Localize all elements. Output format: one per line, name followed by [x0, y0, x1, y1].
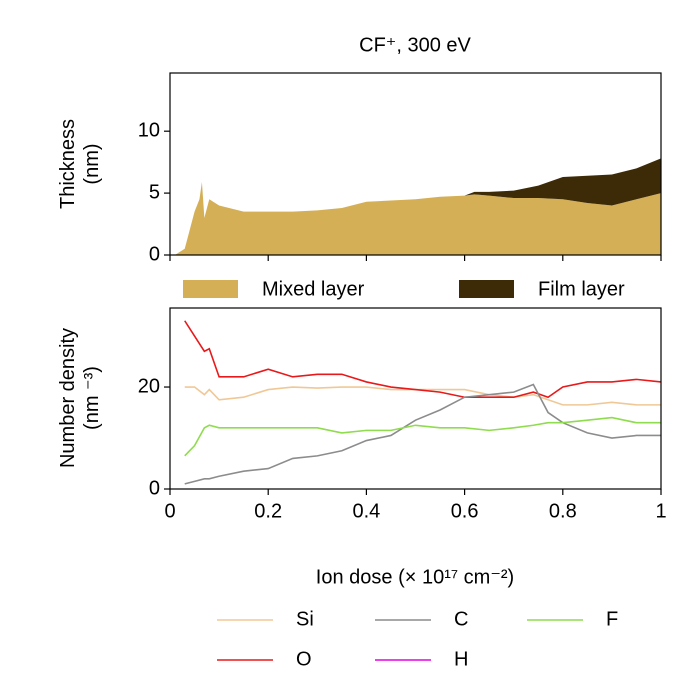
- y-tick-label: 20: [138, 375, 160, 397]
- legend-label: F: [606, 608, 618, 630]
- legend-label: Mixed layer: [262, 278, 365, 300]
- y-tick-label: 0: [149, 477, 160, 499]
- y-axis-label: Thickness (nm): [57, 118, 103, 210]
- legend-label: Film layer: [538, 278, 625, 300]
- area: [174, 181, 661, 255]
- plot-frame: [169, 307, 662, 490]
- legend-swatch: [459, 280, 514, 298]
- legend-label: C: [454, 608, 468, 630]
- x-axis-label: Ion dose (× 10¹⁷ cm⁻²): [316, 566, 514, 588]
- x-tick-label: 0.2: [254, 500, 282, 522]
- x-tick-label: 0.6: [451, 500, 479, 522]
- line: [184, 386, 661, 406]
- y-tick-label: 0: [149, 243, 160, 265]
- legend-label: H: [454, 648, 468, 670]
- line: [184, 320, 662, 399]
- x-tick-label: 0: [164, 500, 175, 522]
- y-tick-label: 5: [149, 181, 160, 203]
- x-tick-label: 0.4: [352, 500, 380, 522]
- legend-label: Si: [296, 608, 314, 630]
- legend-swatch: [183, 280, 238, 298]
- line: [184, 416, 661, 457]
- chart-title: CF⁺, 300 eV: [359, 34, 471, 56]
- plot-frame: [169, 72, 662, 256]
- x-tick-label: 0.8: [549, 500, 577, 522]
- y-tick-label: 10: [138, 119, 160, 141]
- line: [184, 383, 661, 485]
- y-axis-label: Number density (nm ⁻³): [57, 327, 103, 469]
- legend-label: O: [296, 648, 312, 670]
- x-tick-label: 1: [655, 500, 666, 522]
